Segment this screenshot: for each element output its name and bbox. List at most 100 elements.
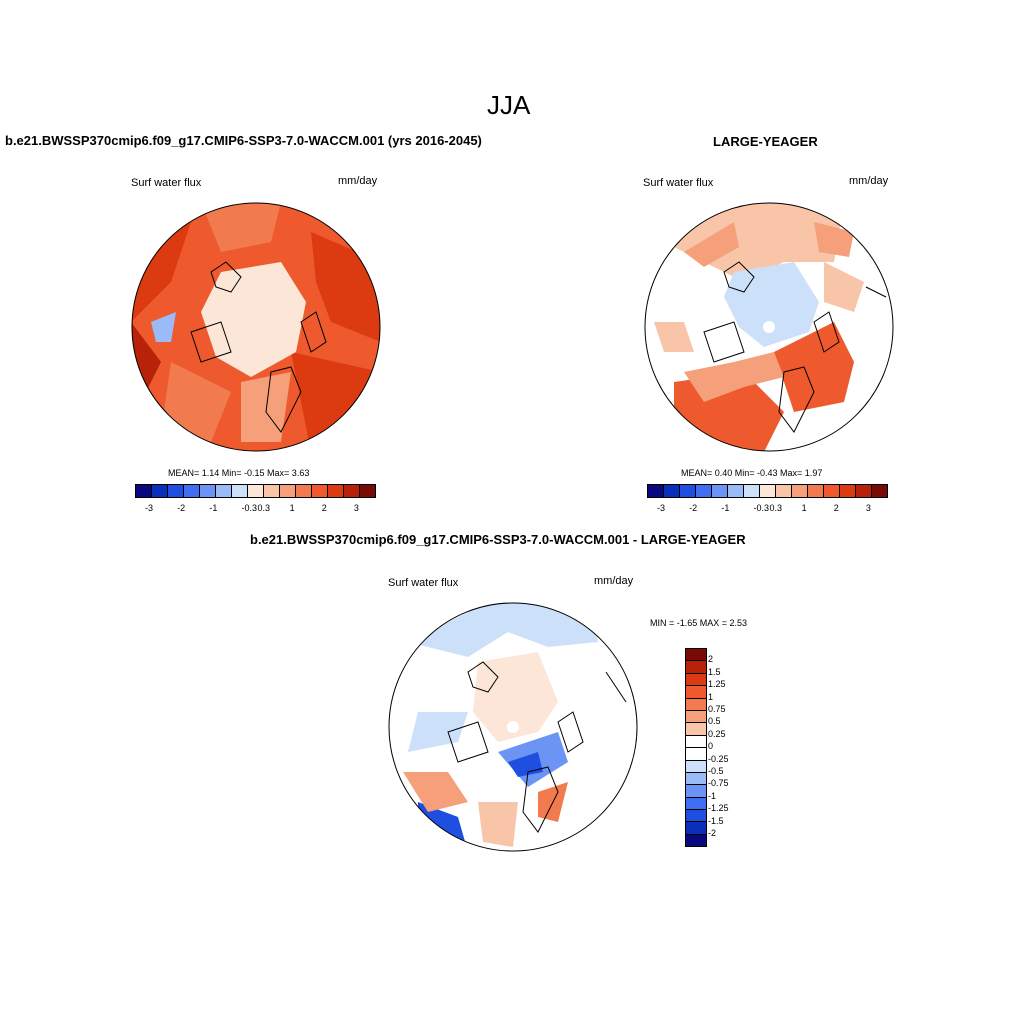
panel3-colorbar-tick-label: 1 [708,691,714,702]
panel2-colorbar-swatch [872,485,887,497]
panel3-colorbar-tick-label: -0.75 [708,778,729,789]
panel1-colorbar-swatch [280,485,296,497]
panel1-colorbar-swatch [264,485,280,497]
panel1-colorbar-swatch [184,485,200,497]
panel2-colorbar-swatch [808,485,824,497]
panel2-units-label: mm/day [849,175,889,187]
panel3-title: b.e21.BWSSP370cmip6.f09_g17.CMIP6-SSP3-7… [250,532,746,547]
panel3-colorbar-tick-label: 1.25 [708,679,726,690]
panel2-colorbar-tick-label: -0.3 [753,503,769,513]
panel2-stats: MEAN= 0.40 Min= -0.43 Max= 1.97 [681,468,823,478]
panel3-colorbar-swatch [686,649,706,662]
panel1-colorbar-swatch [152,485,168,497]
panel3-colorbar-swatch [686,673,706,687]
panel2-colorbar-tick-label: -3 [657,503,666,513]
panel1-colorbar-swatch [168,485,184,497]
panel2-variable-label: Surf water flux [643,177,714,189]
panel1-colorbar-tick-label: 0.3 [257,503,271,513]
panel2-colorbar-swatch [680,485,696,497]
panel2-colorbar-tick-label: 2 [833,503,839,513]
panel3-colorbar-swatch [686,785,706,798]
panel2-colorbar-swatch [856,485,872,497]
panel2-colorbar-swatch [664,485,680,497]
panel3-colorbar-tick-label: -1 [708,790,717,801]
panel2-colorbar-tick-label: -1 [721,503,730,513]
panel3-colorbar-tick-label: 1.5 [708,666,721,677]
panel2-colorbar-swatch [712,485,728,497]
panel1-colorbar-swatch [216,485,232,497]
panel3-colorbar-swatch [686,710,706,724]
panel3-colorbar-swatch [686,822,706,835]
panel2-colorbar-swatch [824,485,840,497]
panel2-colorbar-tick-label: -2 [689,503,698,513]
panel3-colorbar-swatches [685,648,707,848]
panel1-colorbar-tick-label: -2 [177,503,186,513]
panel1-colorbar-tick-label: -1 [209,503,218,513]
panel2-colorbar-swatch [648,485,664,497]
panel3-colorbar-tick-label: -2 [708,828,717,838]
panel3-variable-label: Surf water flux [388,577,459,589]
panel3-colorbar-tick-label: -0.5 [708,766,724,776]
panel2-polar-map [644,202,894,452]
panel3-colorbar-tick-label: -0.25 [708,753,729,764]
panel1-colorbar-swatch [248,485,264,497]
panel1-colorbar-swatch [296,485,312,497]
panel1-title: b.e21.BWSSP370cmip6.f09_g17.CMIP6-SSP3-7… [5,133,482,148]
panel1-colorbar-swatch [232,485,248,497]
panel1-colorbar-swatch [312,485,328,497]
panel3-colorbar-tick-label: 0 [708,741,714,752]
panel1-colorbar-ticks: -3 -2 -1 -0.3 0.3 1 2 3 [135,503,376,515]
panel3-colorbar-swatch [686,735,706,749]
panel3-polar-map [388,602,638,852]
panel3-colorbar-swatch [686,834,706,847]
panel1-variable-label: Surf water flux [131,177,202,189]
panel2-colorbar-tick-label: 0.3 [769,503,783,513]
panel3-colorbar-swatch [686,723,706,736]
panel3-colorbar-ticks: 2 1.5 1.25 1 0.75 0.5 0.25 0 -0.25 -0.5 -0.75 -1 -1.… [708,648,748,848]
panel1-colorbar-swatch [328,485,344,497]
panel3-colorbar-tick-label: 2 [708,654,714,665]
main-title: JJA [487,90,531,120]
panel3-colorbar-swatch [686,686,706,699]
panel1-colorbar-tick-label: 2 [321,503,327,513]
panel2-title: LARGE-YEAGER [713,134,818,149]
panel3-colorbar-swatch [686,760,706,773]
panel1-colorbar-tick-label: 1 [289,503,295,513]
panel1-colorbar-swatches [135,484,376,498]
panel1-colorbar [135,484,376,498]
panel3-colorbar [685,648,707,848]
panel2-colorbar-swatch [744,485,760,497]
panel2-colorbar-swatch [840,485,856,497]
panel2-colorbar-swatches [647,484,888,498]
panel3-colorbar-swatch [686,698,706,711]
panel1-colorbar-tick-label: -0.3 [241,503,257,513]
panel2-colorbar-swatch [728,485,744,497]
panel1-colorbar-swatch [200,485,216,497]
panel1-units-label: mm/day [338,175,378,187]
panel2-colorbar-swatch [760,485,776,497]
panel2-colorbar-tick-label: 3 [865,503,871,513]
panel1-polar-map [131,202,381,452]
panel1-stats: MEAN= 1.14 Min= -0.15 Max= 3.63 [168,468,310,478]
panel3-colorbar-swatch [686,748,706,761]
panel3-colorbar-swatch [686,661,706,674]
panel3-colorbar-swatch [686,797,706,811]
panel3-units-label: mm/day [594,575,634,587]
panel2-colorbar-swatch [776,485,792,497]
panel1-colorbar-swatch [344,485,360,497]
panel3-stats: MIN = -1.65 MAX = 2.53 [650,618,748,628]
panel3-colorbar-tick-label: -1.25 [708,803,729,814]
panel3-colorbar-swatch [686,810,706,823]
panel1-colorbar-swatch [136,485,152,497]
panel1-colorbar-tick-label: 3 [353,503,359,513]
panel1-colorbar-swatch [360,485,375,497]
panel2-colorbar-tick-label: 1 [801,503,807,513]
panel3-colorbar-tick-label: 0.25 [708,728,726,739]
panel3-colorbar-tick-label: -1.5 [708,815,724,826]
panel2-colorbar-swatch [696,485,712,497]
panel2-colorbar [647,484,888,498]
panel2-colorbar-ticks: -3 -2 -1 -0.3 0.3 1 2 3 [647,503,888,515]
panel3-colorbar-swatch [686,772,706,786]
panel3-colorbar-tick-label: 0.75 [708,704,726,714]
panel1-colorbar-tick-label: -3 [145,503,154,513]
